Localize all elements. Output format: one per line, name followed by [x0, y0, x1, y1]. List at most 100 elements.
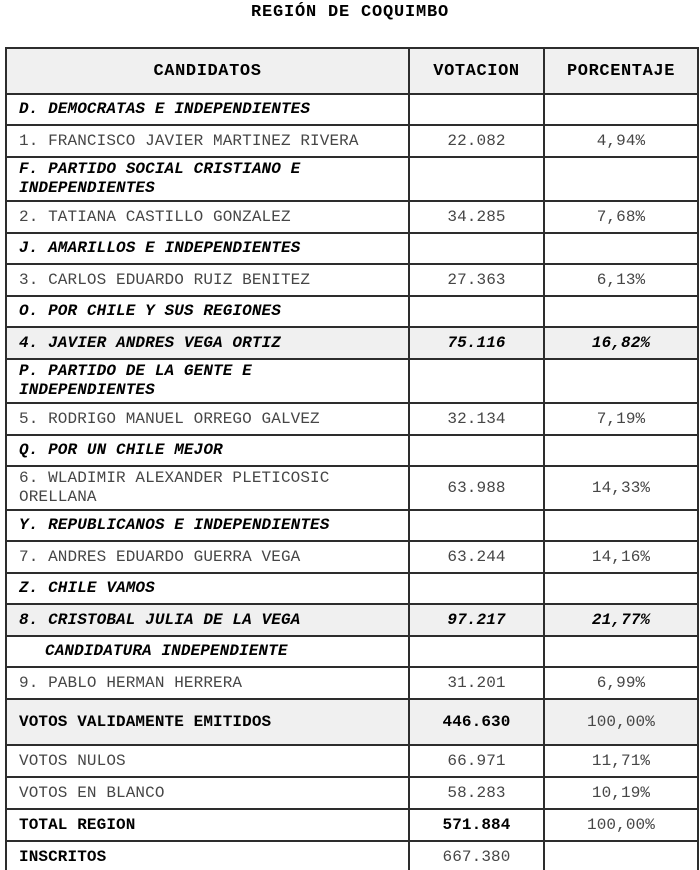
party-header-row: Q. POR UN CHILE MEJOR	[5, 434, 699, 467]
votes-cell: 66.971	[408, 744, 545, 778]
party-name-cell: F. PARTIDO SOCIAL CRISTIANO E INDEPENDIE…	[5, 156, 410, 202]
votes-cell: 63.244	[408, 540, 545, 574]
party-header-row: Z. CHILE VAMOS	[5, 572, 699, 605]
votes-cell	[408, 295, 545, 328]
votes-cell: 75.116	[408, 326, 545, 360]
percentage-cell: 10,19%	[543, 776, 699, 810]
votes-cell: 97.217	[408, 603, 545, 637]
percentage-cell: 6,99%	[543, 666, 699, 700]
percentage-cell	[543, 232, 699, 265]
row-label-cell: VOTOS VALIDAMENTE EMITIDOS	[5, 698, 410, 746]
votes-cell	[408, 232, 545, 265]
percentage-cell	[543, 93, 699, 126]
votes-summary-row: VOTOS NULOS 66.971 11,71%	[5, 744, 699, 778]
percentage-cell: 4,94%	[543, 124, 699, 158]
candidate-row: 3. CARLOS EDUARDO RUIZ BENITEZ 27.363 6,13…	[5, 263, 699, 297]
party-header-row: F. PARTIDO SOCIAL CRISTIANO E INDEPENDIE…	[5, 156, 699, 202]
party-header-row: J. AMARILLOS E INDEPENDIENTES	[5, 232, 699, 265]
percentage-cell: 7,19%	[543, 402, 699, 436]
row-label-cell: 9. PABLO HERMAN HERRERA	[5, 666, 410, 700]
candidate-row: 2. TATIANA CASTILLO GONZALEZ 34.285 7,68%	[5, 200, 699, 234]
percentage-cell: 21,77%	[543, 603, 699, 637]
percentage-cell: 14,33%	[543, 465, 699, 511]
candidate-row: 5. RODRIGO MANUEL ORREGO GALVEZ 32.134 7,1…	[5, 402, 699, 436]
row-label-cell: 3. CARLOS EDUARDO RUIZ BENITEZ	[5, 263, 410, 297]
party-header-row: O. POR CHILE Y SUS REGIONES	[5, 295, 699, 328]
votes-cell	[408, 358, 545, 404]
candidate-row: 6. WLADIMIR ALEXANDER PLETICOSIC ORELLAN…	[5, 465, 699, 511]
percentage-cell	[543, 358, 699, 404]
party-name-cell: P. PARTIDO DE LA GENTE E INDEPENDIENTES	[5, 358, 410, 404]
header-row: CANDIDATOS VOTACION PORCENTAJE	[5, 47, 699, 95]
votes-cell: 571.884	[408, 808, 545, 842]
party-name-cell: O. POR CHILE Y SUS REGIONES	[5, 295, 410, 328]
candidate-row-highlighted: 8. CRISTOBAL JULIA DE LA VEGA 97.217 21,77…	[5, 603, 699, 637]
percentage-cell	[543, 156, 699, 202]
row-label-cell: VOTOS NULOS	[5, 744, 410, 778]
votes-cell: 22.082	[408, 124, 545, 158]
column-header-votacion: VOTACION	[408, 47, 545, 95]
table-header: CANDIDATOS VOTACION PORCENTAJE	[5, 47, 699, 95]
row-label-cell: 2. TATIANA CASTILLO GONZALEZ	[5, 200, 410, 234]
votes-cell	[408, 509, 545, 542]
row-label-cell: 5. RODRIGO MANUEL ORREGO GALVEZ	[5, 402, 410, 436]
valid-votes-summary-row: VOTOS VALIDAMENTE EMITIDOS 446.630 100,00%	[5, 698, 699, 746]
table-body: D. DEMOCRATAS E INDEPENDIENTES 1. FRANCIS…	[5, 93, 699, 870]
percentage-cell	[543, 572, 699, 605]
votes-cell	[408, 156, 545, 202]
party-header-row: Y. REPUBLICANOS E INDEPENDIENTES	[5, 509, 699, 542]
percentage-cell: 100,00%	[543, 698, 699, 746]
votes-cell: 63.988	[408, 465, 545, 511]
votes-cell: 31.201	[408, 666, 545, 700]
candidate-row-highlighted: 4. JAVIER ANDRES VEGA ORTIZ 75.116 16,82%	[5, 326, 699, 360]
column-header-candidatos: CANDIDATOS	[5, 47, 410, 95]
votes-summary-row: VOTOS EN BLANCO 58.283 10,19%	[5, 776, 699, 810]
party-name-cell: D. DEMOCRATAS E INDEPENDIENTES	[5, 93, 410, 126]
party-name-cell: CANDIDATURA INDEPENDIENTE	[5, 635, 410, 668]
candidate-row: 1. FRANCISCO JAVIER MARTINEZ RIVERA 22.08…	[5, 124, 699, 158]
percentage-cell: 6,13%	[543, 263, 699, 297]
row-label-cell: INSCRITOS	[5, 840, 410, 870]
votes-cell	[408, 434, 545, 467]
percentage-cell: 7,68%	[543, 200, 699, 234]
percentage-cell	[543, 840, 699, 870]
party-name-cell: J. AMARILLOS E INDEPENDIENTES	[5, 232, 410, 265]
percentage-cell: 14,16%	[543, 540, 699, 574]
candidate-row: 9. PABLO HERMAN HERRERA 31.201 6,99%	[5, 666, 699, 700]
row-label-cell: 7. ANDRES EDUARDO GUERRA VEGA	[5, 540, 410, 574]
results-table: CANDIDATOS VOTACION PORCENTAJE D. DEMOCR…	[5, 47, 699, 870]
page-title: REGIÓN DE COQUIMBO	[250, 3, 450, 22]
votes-cell: 58.283	[408, 776, 545, 810]
row-label-cell: 1. FRANCISCO JAVIER MARTINEZ RIVERA	[5, 124, 410, 158]
percentage-cell	[543, 295, 699, 328]
party-header-row: D. DEMOCRATAS E INDEPENDIENTES	[5, 93, 699, 126]
row-label-cell: 8. CRISTOBAL JULIA DE LA VEGA	[5, 603, 410, 637]
votes-cell	[408, 635, 545, 668]
percentage-cell: 11,71%	[543, 744, 699, 778]
candidate-row: 7. ANDRES EDUARDO GUERRA VEGA 63.244 14,16…	[5, 540, 699, 574]
party-name-cell: Z. CHILE VAMOS	[5, 572, 410, 605]
votes-cell	[408, 93, 545, 126]
percentage-cell	[543, 509, 699, 542]
percentage-cell: 100,00%	[543, 808, 699, 842]
votes-cell: 34.285	[408, 200, 545, 234]
votes-cell: 446.630	[408, 698, 545, 746]
row-label-cell: TOTAL REGION	[5, 808, 410, 842]
region-total-row: TOTAL REGION 571.884 100,00%	[5, 808, 699, 842]
party-header-row: CANDIDATURA INDEPENDIENTE	[5, 635, 699, 668]
votes-cell: 667.380	[408, 840, 545, 870]
registered-voters-row: INSCRITOS 667.380	[5, 840, 699, 870]
party-name-cell: Q. POR UN CHILE MEJOR	[5, 434, 410, 467]
row-label-cell: 4. JAVIER ANDRES VEGA ORTIZ	[5, 326, 410, 360]
percentage-cell	[543, 635, 699, 668]
percentage-cell: 16,82%	[543, 326, 699, 360]
party-header-row: P. PARTIDO DE LA GENTE E INDEPENDIENTES	[5, 358, 699, 404]
votes-cell	[408, 572, 545, 605]
votes-cell: 32.134	[408, 402, 545, 436]
party-name-cell: Y. REPUBLICANOS E INDEPENDIENTES	[5, 509, 410, 542]
votes-cell: 27.363	[408, 263, 545, 297]
row-label-cell: 6. WLADIMIR ALEXANDER PLETICOSIC ORELLAN…	[5, 465, 410, 511]
column-header-porcentaje: PORCENTAJE	[543, 47, 699, 95]
row-label-cell: VOTOS EN BLANCO	[5, 776, 410, 810]
